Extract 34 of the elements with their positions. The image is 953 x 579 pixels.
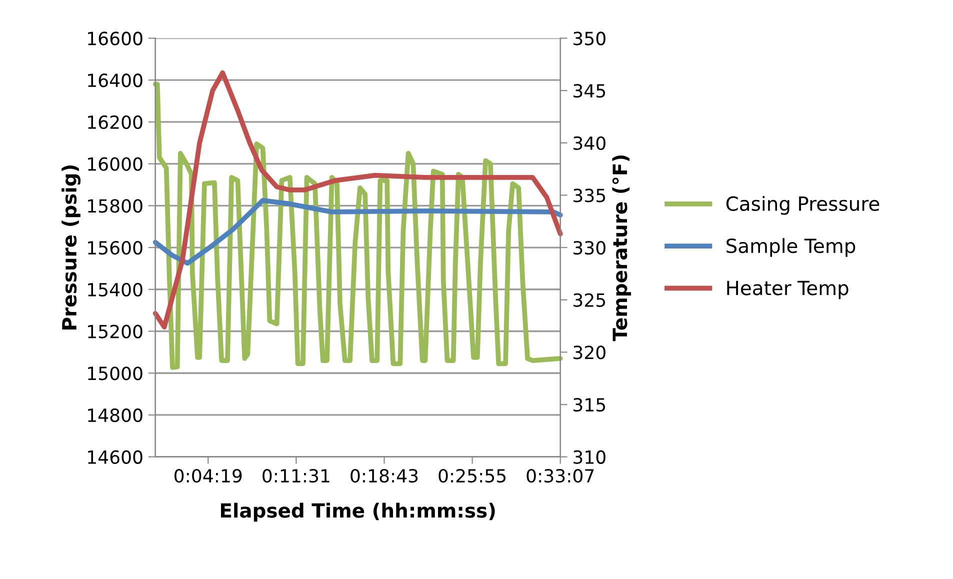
y-tick-label: 15200	[88, 324, 142, 338]
y2-tick-label: 310	[574, 450, 606, 464]
y2-axis-title: Temperature (°F)	[612, 155, 632, 342]
y-tick-label: 15800	[88, 199, 142, 213]
y-tick-label: 16200	[88, 115, 142, 130]
legend-label: Casing Pressure	[726, 196, 880, 215]
y-tick-label: 16400	[88, 74, 142, 88]
y-tick-label: 15600	[88, 240, 142, 255]
y-tick-label: 14600	[88, 450, 142, 464]
y2-tick-label: 335	[574, 188, 606, 202]
x-tick-label: 0:04:19	[174, 468, 242, 483]
x-tick-label: 0:11:31	[262, 468, 330, 483]
legend-label: Sample Temp	[726, 238, 856, 257]
y2-tick-label: 330	[574, 240, 606, 255]
y-tick-label: 15400	[88, 282, 142, 296]
line-series	[152, 198, 563, 266]
y-axis-title: Pressure (psig)	[62, 165, 81, 330]
y2-tick-label: 345	[574, 84, 606, 98]
y2-tick-label: 350	[574, 32, 606, 46]
y2-tick-label: 325	[574, 293, 606, 307]
y-tick-label: 14800	[88, 408, 142, 422]
y2-tick-label: 320	[574, 346, 606, 360]
x-tick-label: 0:18:43	[350, 468, 418, 483]
x-axis-title: Elapsed Time (hh:mm:ss)	[221, 502, 495, 522]
y-tick-label: 16600	[88, 32, 142, 46]
y-tick-label: 16000	[88, 157, 142, 171]
y2-tick-label: 315	[574, 398, 606, 412]
x-tick-label: 0:33:07	[526, 468, 594, 483]
y-tick-label: 15000	[88, 366, 142, 380]
x-tick-label: 0:25:55	[438, 468, 506, 483]
legend-label: Heater Temp	[727, 280, 848, 300]
line-series	[152, 70, 563, 330]
line-series	[152, 82, 563, 370]
y2-tick-label: 340	[574, 136, 606, 150]
